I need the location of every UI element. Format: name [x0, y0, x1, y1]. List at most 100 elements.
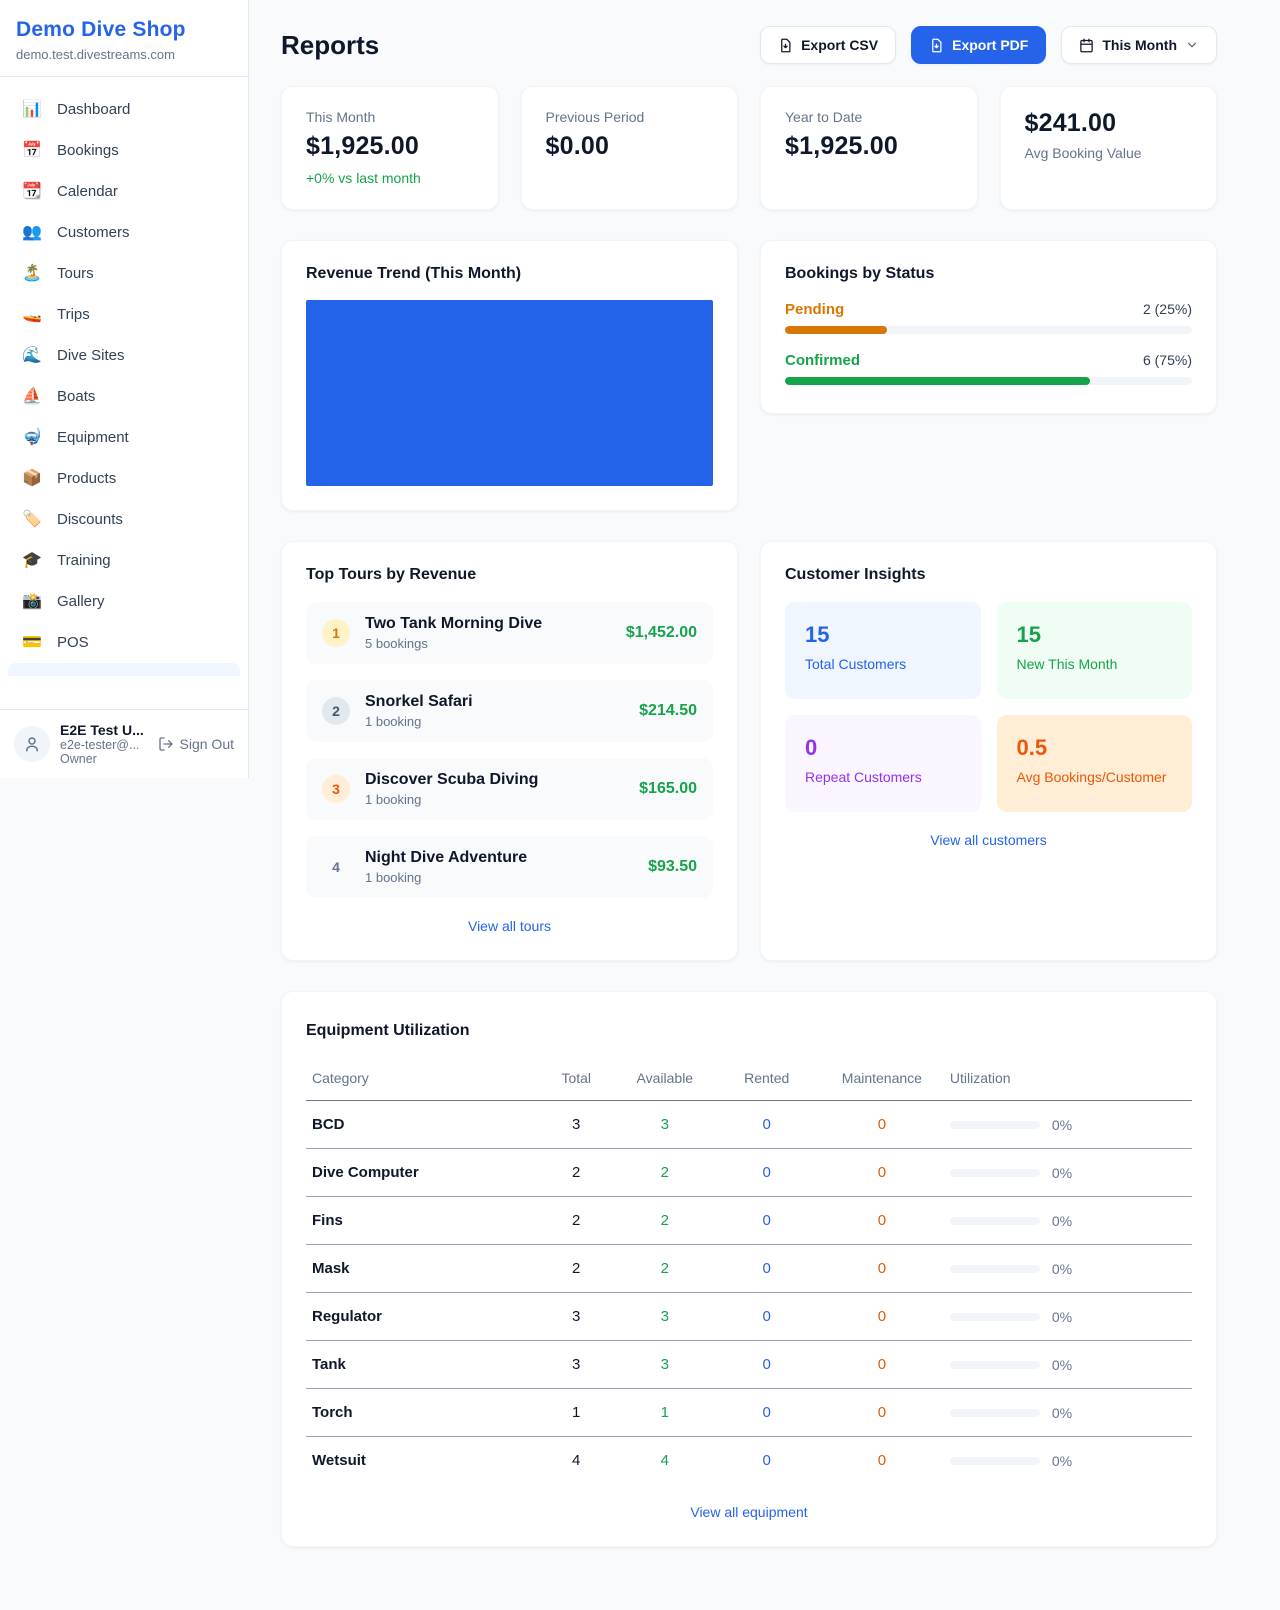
sidebar-item-calendar[interactable]: 📆 Calendar — [8, 171, 240, 211]
sidebar-item-label: Equipment — [57, 428, 129, 446]
sidebar-item-trips[interactable]: 🚤 Trips — [8, 294, 240, 334]
utilization-bar-track — [949, 1408, 1040, 1417]
insight-new-this-month: 15 New This Month — [996, 602, 1192, 699]
brand: Demo Dive Shop demo.test.divestreams.com — [0, 0, 248, 77]
chevron-down-icon — [1187, 42, 1197, 48]
revenue-trend-title: Revenue Trend (This Month) — [306, 265, 522, 282]
tour-row: 4 Night Dive Adventure 1 booking $93.50 — [306, 836, 713, 898]
cell-maintenance: 0 — [819, 1292, 944, 1341]
export-csv-label: Export CSV — [801, 37, 879, 53]
cell-category: Tank — [306, 1340, 537, 1389]
sidebar-item-label: Dashboard — [57, 100, 131, 118]
sidebar-item-gallery[interactable]: 📸 Gallery — [8, 581, 240, 621]
status-row-pending: Pending 2 (25%) — [785, 301, 1192, 334]
status-label: Confirmed — [785, 352, 860, 369]
insight-label: Avg Bookings/Customer — [1016, 769, 1167, 785]
sign-out-button[interactable]: Sign Out — [158, 736, 234, 752]
column-header-rented: Rented — [713, 1060, 820, 1101]
status-bar-fill — [785, 326, 887, 334]
sidebar-item-pos[interactable]: 💳 POS — [8, 622, 240, 662]
sidebar-item-equipment[interactable]: 🤿 Equipment — [8, 417, 240, 457]
sidebar-item-tours[interactable]: 🏝️ Tours — [8, 253, 240, 293]
period-dropdown[interactable]: This Month — [1061, 26, 1217, 64]
utilization-bar-track — [949, 1264, 1040, 1273]
stat-label: Avg Booking Value — [1024, 145, 1142, 161]
view-all-equipment-link[interactable]: View all equipment — [690, 1504, 808, 1520]
tour-bookings: 5 bookings — [365, 636, 428, 651]
stat-card-avg-booking-value: $241.00 Avg Booking Value — [999, 86, 1217, 210]
utilization-percent: 0% — [1051, 1212, 1073, 1229]
cell-available: 1 — [616, 1388, 714, 1437]
charts-row: Revenue Trend (This Month) Bookings by S… — [281, 240, 1217, 511]
utilization-percent: 0% — [1051, 1452, 1073, 1469]
tour-list: 1 Two Tank Morning Dive 5 bookings $1,45… — [306, 602, 713, 898]
sidebar-item-dive-sites[interactable]: 🌊 Dive Sites — [8, 335, 240, 375]
stats-row: This Month $1,925.00 +0% vs last month P… — [281, 86, 1217, 210]
revenue-trend-chart — [306, 300, 713, 486]
status-label: Pending — [785, 301, 845, 318]
tour-bookings: 1 booking — [365, 870, 422, 885]
stat-card-this-month: This Month $1,925.00 +0% vs last month — [281, 86, 499, 210]
cell-category: Fins — [306, 1196, 537, 1245]
utilization-bar-track — [949, 1168, 1040, 1177]
cell-category: BCD — [306, 1100, 537, 1149]
tour-row: 3 Discover Scuba Diving 1 booking $165.0… — [306, 758, 713, 820]
sidebar-item-products[interactable]: 📦 Products — [8, 458, 240, 498]
rank-badge: 4 — [332, 859, 340, 875]
sidebar-item-label: Customers — [57, 223, 130, 241]
brand-name: Demo Dive Shop — [16, 18, 186, 41]
cell-total: 3 — [536, 1292, 617, 1341]
tour-name: Snorkel Safari — [365, 693, 473, 710]
credit-card-icon: 💳 — [22, 634, 42, 651]
export-pdf-button[interactable]: Export PDF — [911, 26, 1047, 64]
sidebar-item-training[interactable]: 🎓 Training — [8, 540, 240, 580]
customer-insights-title: Customer Insights — [785, 566, 926, 583]
stat-label: Previous Period — [545, 109, 645, 125]
sidebar-item-dashboard[interactable]: 📊 Dashboard — [8, 89, 240, 129]
calendar-icon — [1080, 38, 1094, 52]
cell-category: Torch — [306, 1388, 537, 1437]
stat-value: $241.00 — [1024, 109, 1117, 137]
tour-revenue: $1,452.00 — [625, 624, 697, 641]
header-actions: Export CSV Export PDF This Month — [760, 26, 1217, 64]
sidebar-item-customers[interactable]: 👥 Customers — [8, 212, 240, 252]
tours-island-icon: 🏝️ — [22, 265, 42, 282]
sidebar-item-discounts[interactable]: 🏷️ Discounts — [8, 499, 240, 539]
sidebar-item-bookings[interactable]: 📅 Bookings — [8, 130, 240, 170]
cell-rented: 0 — [713, 1100, 820, 1149]
top-tours-card: Top Tours by Revenue 1 Two Tank Morning … — [281, 541, 738, 961]
status-bar-track — [785, 326, 1192, 334]
view-all-tours-link[interactable]: View all tours — [467, 918, 551, 934]
table-row: Regulator 3 3 0 0 0% — [306, 1292, 1192, 1341]
utilization-percent: 0% — [1051, 1164, 1073, 1181]
tour-name: Night Dive Adventure — [365, 849, 528, 866]
person-icon — [26, 737, 38, 752]
cell-available: 3 — [616, 1340, 714, 1389]
stat-value: $1,925.00 — [306, 132, 420, 160]
cell-total: 3 — [536, 1340, 617, 1389]
cell-maintenance: 0 — [877, 1452, 887, 1469]
cell-available: 3 — [616, 1100, 714, 1149]
sidebar-item-reports-partial[interactable] — [8, 663, 240, 676]
insight-value: 0 — [805, 735, 818, 760]
file-download-icon — [932, 38, 942, 52]
cell-rented: 0 — [713, 1148, 820, 1197]
status-bar-fill — [785, 377, 1091, 385]
table-row: BCD 3 3 0 0 0% — [306, 1100, 1192, 1149]
period-label: This Month — [1102, 37, 1177, 53]
sidebar-item-boats[interactable]: ⛵ Boats — [8, 376, 240, 416]
tour-name: Discover Scuba Diving — [365, 771, 539, 788]
column-header-total: Total — [536, 1060, 617, 1101]
column-header-maintenance: Maintenance — [819, 1060, 944, 1101]
insight-value: 15 — [1016, 622, 1041, 647]
cell-rented: 0 — [713, 1292, 820, 1341]
table-row: Tank 3 3 0 0 0% — [306, 1340, 1192, 1389]
sidebar-item-label: Gallery — [57, 592, 105, 610]
view-all-customers-link[interactable]: View all customers — [930, 832, 1047, 848]
customer-insights-card: Customer Insights 15 Total Customers 15 … — [760, 541, 1217, 961]
cell-rented: 0 — [762, 1452, 771, 1469]
bookings-calendar-icon: 📅 — [22, 142, 42, 159]
tour-revenue: $165.00 — [639, 780, 697, 797]
export-csv-button[interactable]: Export CSV — [760, 26, 897, 64]
utilization-percent: 0% — [1051, 1404, 1073, 1421]
